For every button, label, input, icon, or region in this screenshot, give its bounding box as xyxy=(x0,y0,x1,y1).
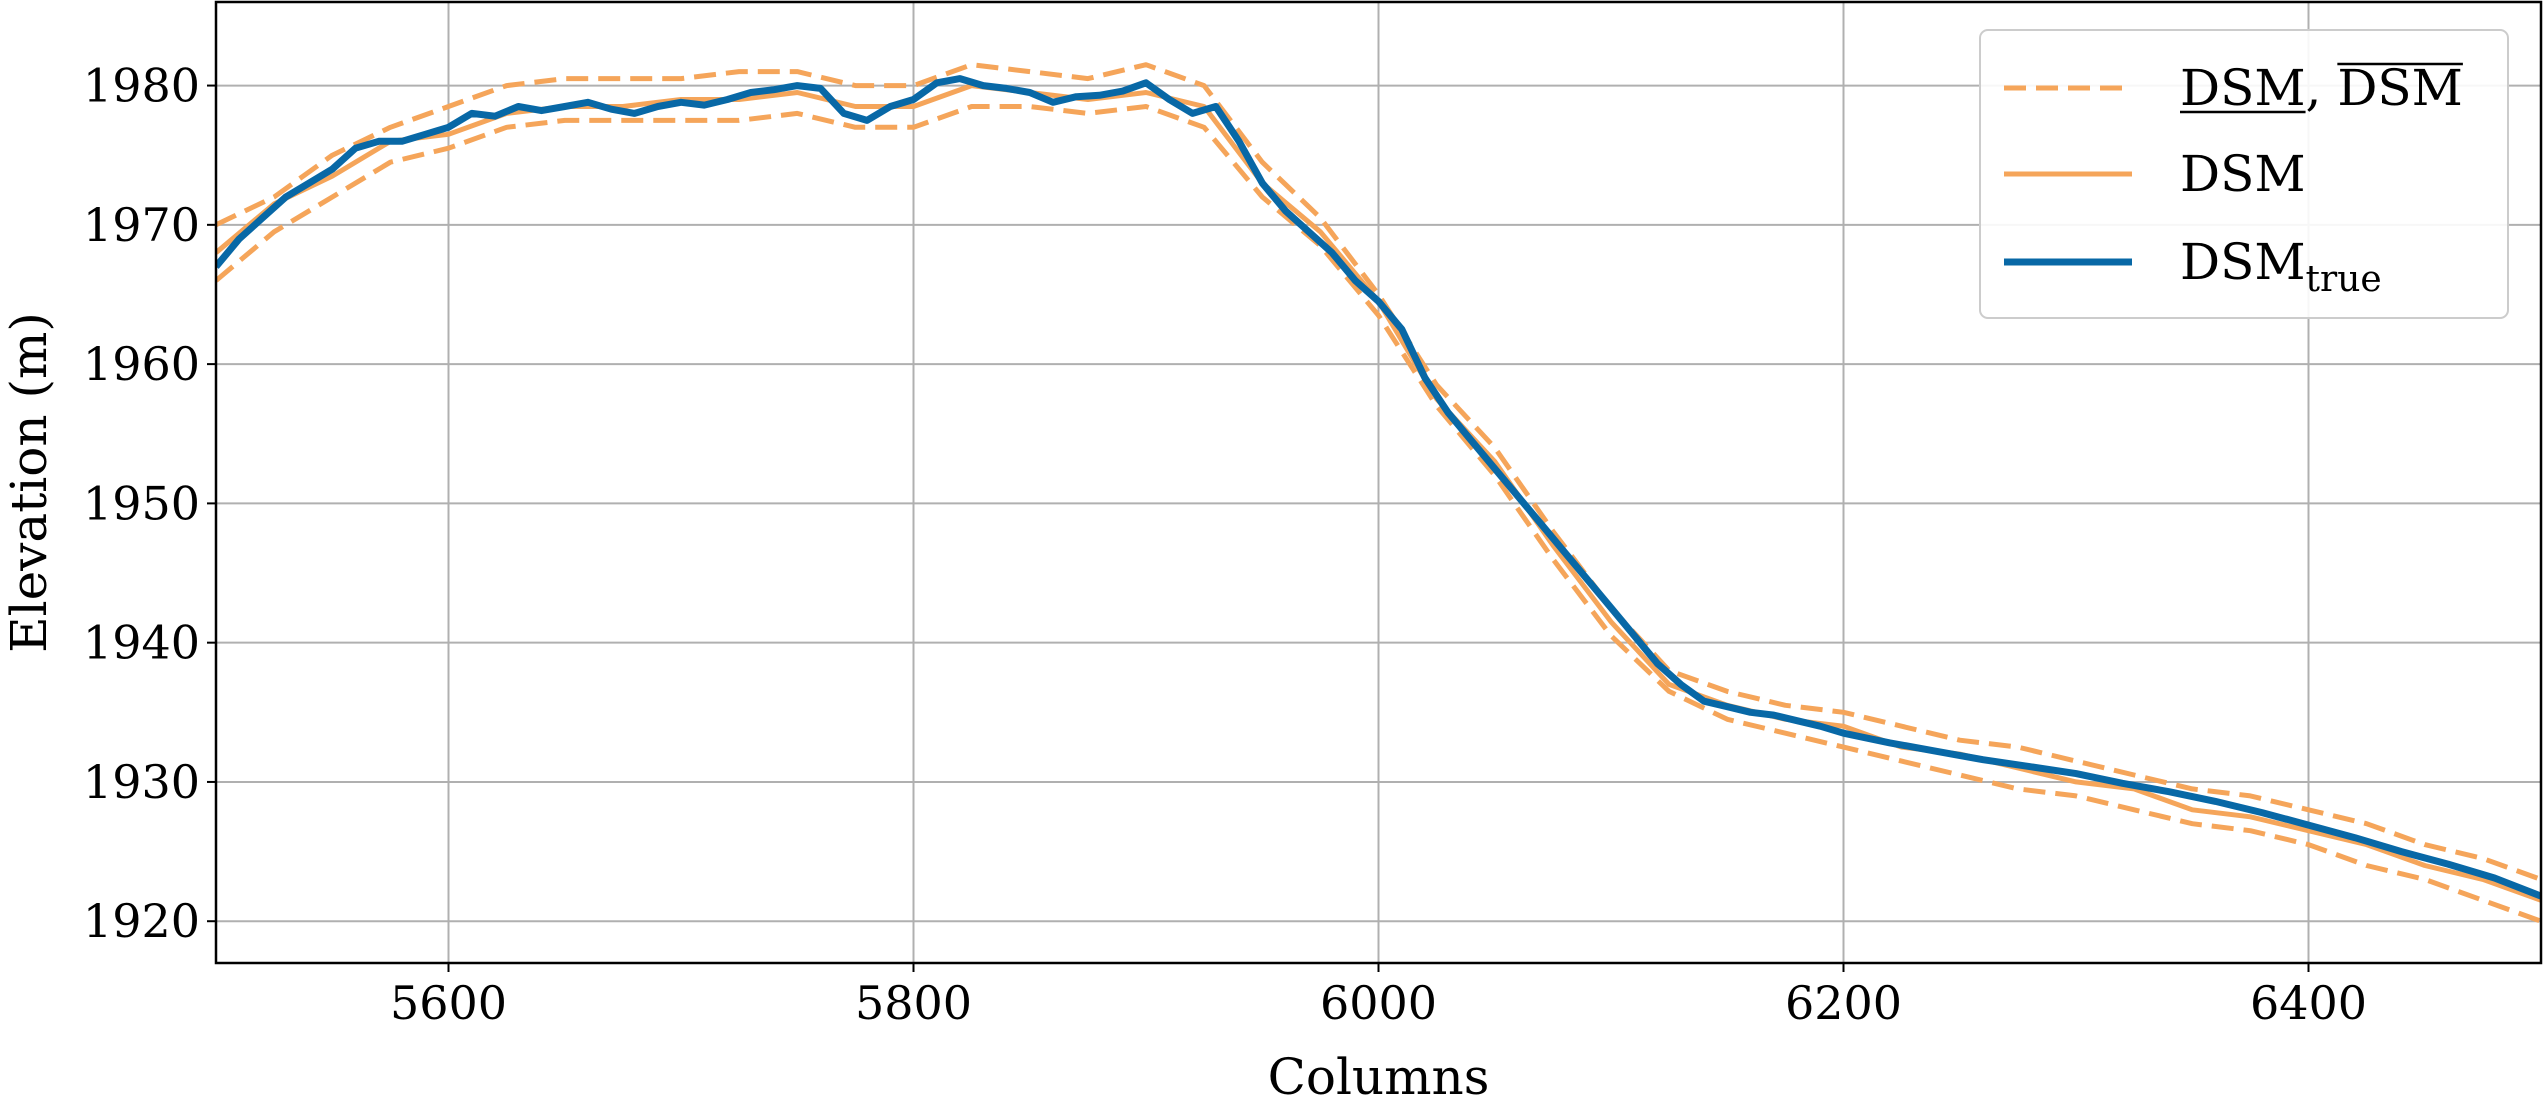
legend-label: DSM xyxy=(2180,145,2306,203)
legend-label: DSMtrue xyxy=(2180,233,2382,300)
series-line-upper xyxy=(216,62,2541,882)
y-tick-label: 1940 xyxy=(83,616,200,670)
x-tick-label: 5800 xyxy=(855,976,972,1030)
y-tick-label: 1930 xyxy=(83,755,200,809)
legend-label-main2: DSM xyxy=(2337,59,2463,117)
legend-box xyxy=(1979,29,2509,319)
legend-label: DSM, DSM xyxy=(2180,59,2463,117)
y-tick-label: 1960 xyxy=(83,337,200,391)
legend-label-main: DSM xyxy=(2180,145,2306,203)
series-line-lower xyxy=(216,104,2541,924)
legend-label-main: DSM xyxy=(2180,233,2306,291)
y-tick-label: 1950 xyxy=(83,476,200,530)
legend-label-sep: , xyxy=(2306,59,2338,117)
series-layer xyxy=(216,62,2541,924)
axis-ticks: 5600 5800 6000 6200 6400 1920 1930 1940 1950 1960… xyxy=(83,59,2367,1030)
legend-label-subscript: true xyxy=(2306,259,2382,300)
x-axis-title: Columns xyxy=(1268,1048,1490,1100)
y-tick-label: 1980 xyxy=(83,59,200,113)
x-tick-label: 6400 xyxy=(2250,976,2367,1030)
y-tick-label: 1920 xyxy=(83,894,200,948)
series-line-true xyxy=(216,75,2541,900)
y-tick-label: 1970 xyxy=(83,198,200,252)
legend-label-main: DSM xyxy=(2180,59,2306,117)
x-tick-label: 6000 xyxy=(1320,976,1437,1030)
y-axis-title: Elevation (m) xyxy=(0,312,58,653)
x-tick-label: 5600 xyxy=(390,976,507,1030)
x-tick-label: 6200 xyxy=(1785,976,1902,1030)
